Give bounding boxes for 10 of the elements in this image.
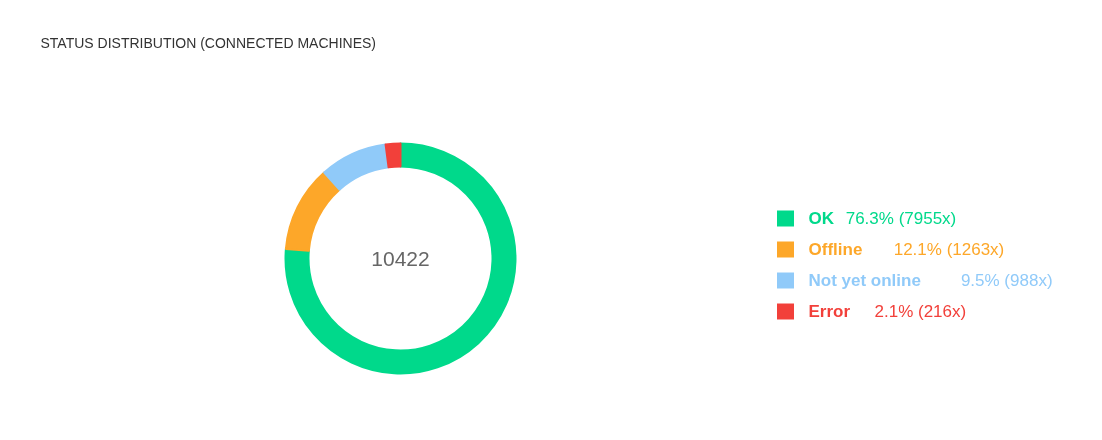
- legend-label: Error: [808, 302, 851, 321]
- data-label: 9.5% (988x): [960, 271, 1053, 290]
- text: 10422: [371, 246, 430, 270]
- data-label: 2.1% (216x): [874, 302, 967, 321]
- data-label: 76.3% (7955x): [845, 209, 957, 228]
- legend-label: Not yet online: [808, 271, 921, 290]
- data-label: 12.1% (1263x): [893, 240, 1005, 259]
- chart-title: STATUS DISTRIBUTION (CONNECTED MACHINES): [40, 34, 376, 51]
- legend-label: OK: [808, 209, 835, 228]
- legend-label: Offline: [808, 240, 863, 259]
